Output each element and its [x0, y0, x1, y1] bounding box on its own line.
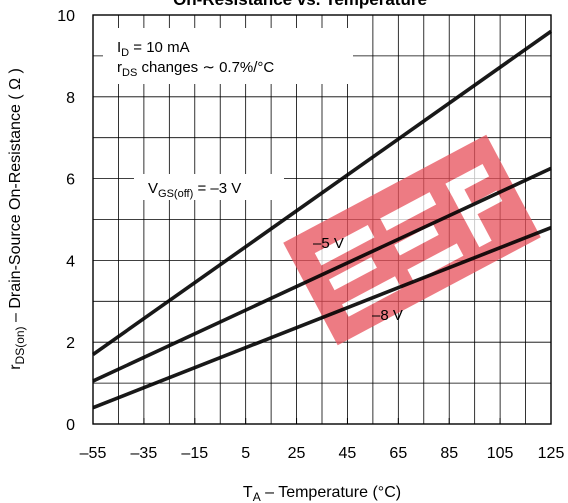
- series-label-bg-vgs3: [134, 174, 284, 200]
- condition-tempco: rDS changes ∼ 0.7%/°C: [117, 59, 274, 79]
- x-tick-label: –15: [181, 445, 208, 462]
- x-tick-label: –35: [131, 445, 158, 462]
- series-label-vgs3: VGS(off) = –3 V: [148, 180, 241, 200]
- x-axis-label: TA – Temperature (°C): [243, 484, 401, 503]
- y-axis-label: rDS(on) – Drain-Source On-Resistance ( Ω…: [7, 68, 27, 370]
- y-tick-label: 10: [57, 8, 75, 25]
- series-line-2: [92, 166, 552, 383]
- y-tick-label: 4: [66, 253, 75, 270]
- x-tick-label: 85: [440, 445, 458, 462]
- x-tick-label: 125: [538, 445, 565, 462]
- x-tick-label: –55: [80, 445, 107, 462]
- x-tick-label: 5: [241, 445, 250, 462]
- conditions-box: [103, 28, 353, 84]
- x-tick-label: 105: [487, 445, 514, 462]
- y-tick-label: 8: [66, 90, 75, 107]
- series-label-vgs8: –8 V: [372, 307, 403, 324]
- y-tick-label: 2: [66, 335, 75, 352]
- x-tick-label: 65: [389, 445, 407, 462]
- condition-current: ID = 10 mA: [117, 39, 190, 59]
- x-axis-ticks: –55 –35 –15 5 25 45 65 85 105 125: [80, 418, 565, 462]
- series-line-3: [92, 226, 552, 410]
- x-tick-label: 25: [288, 445, 306, 462]
- series-line-1: [91, 29, 553, 356]
- y-axis-ticks: 0 2 4 6 8 10: [57, 8, 75, 434]
- y-tick-label: 6: [66, 172, 75, 189]
- series-lines: [91, 29, 553, 410]
- watermark-logo: [283, 134, 541, 346]
- series-label-vgs5: –5 V: [313, 235, 344, 252]
- chart-title: On-Resistance vs. Temperature: [173, 0, 427, 9]
- y-tick-label: 0: [66, 417, 75, 434]
- x-tick-label: 45: [339, 445, 357, 462]
